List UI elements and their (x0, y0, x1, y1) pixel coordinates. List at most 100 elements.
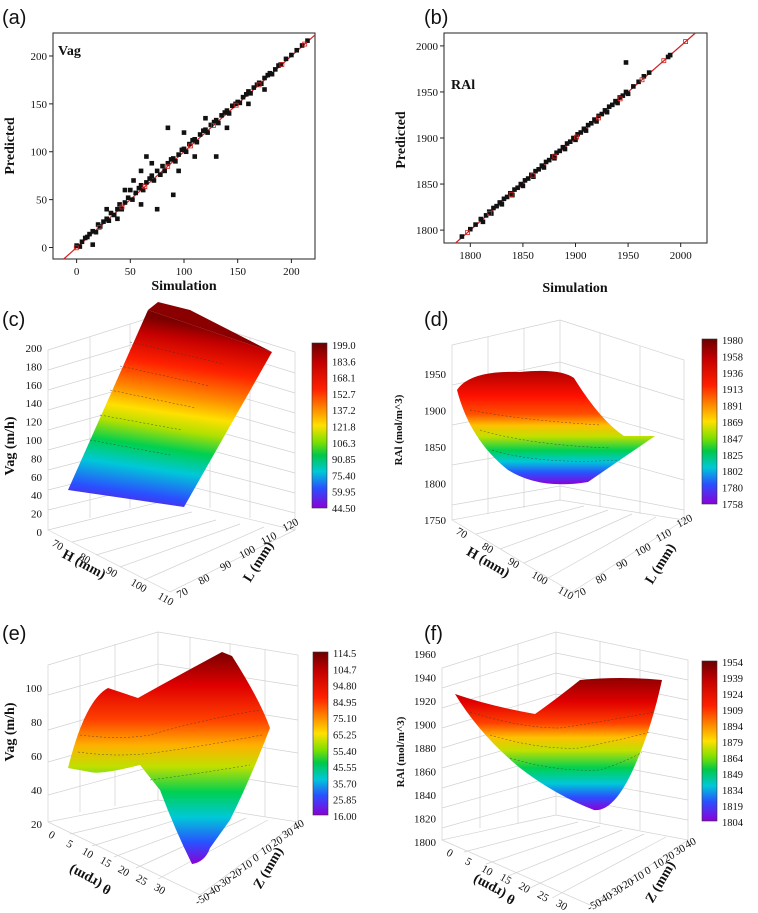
colorbar-tick-label: 114.5 (333, 649, 356, 660)
z-tick-label: 40 (31, 785, 43, 797)
data-point (491, 205, 496, 211)
colorbar-tick-label: 1825 (722, 451, 743, 462)
colorbar-tick-label: 1864 (722, 754, 744, 765)
data-point (93, 229, 99, 235)
colorbar-tick-label: 1909 (722, 706, 743, 717)
z-tick-label: 80 (31, 453, 43, 465)
z-ticks-d: 1750 1800 1850 1900 1950 (424, 369, 447, 527)
fit-marker (96, 225, 102, 230)
data-point (478, 216, 484, 222)
colorbar-tick-label: 1939 (722, 674, 743, 685)
data-point (192, 136, 198, 142)
data-point (151, 178, 157, 183)
data-point (237, 100, 243, 106)
data-point (604, 109, 610, 115)
y-tick-label: 80 (594, 571, 610, 587)
data-point (554, 150, 559, 156)
y-tick-label: 100 (633, 541, 654, 560)
data-point (262, 87, 267, 92)
data-point (170, 156, 176, 161)
x-tick-label: 0 (444, 847, 455, 860)
colorbar-tick-label: 90.85 (332, 455, 356, 466)
colorbar-tick-label: 137.2 (332, 406, 356, 417)
data-point (104, 206, 109, 212)
z-tick-label: 160 (26, 380, 43, 392)
colorbar-ticks-c: 199.0 183.6 168.1 152.7 137.2 121.8 106.3 90.85… (332, 341, 356, 515)
colorbar-tick-label: 44.50 (332, 504, 356, 515)
data-point (499, 202, 505, 207)
data-point (501, 196, 507, 202)
colorbar-tick-label: 121.8 (332, 423, 356, 434)
panel-label-b: (b) (424, 7, 448, 29)
data-point (269, 71, 275, 77)
x-tick-label: 1800 (459, 250, 482, 262)
data-point (512, 187, 517, 192)
z-axis-title-d: RAl (mol/m^3) (393, 394, 405, 465)
data-point (115, 206, 120, 212)
x-tick-label: 1850 (512, 250, 535, 262)
colorbar-tick-label: 1924 (722, 690, 744, 701)
data-point (248, 91, 253, 96)
fit-marker (617, 96, 623, 102)
z-tick-label: 1800 (424, 479, 447, 491)
data-point (90, 228, 96, 234)
panel-a: (a) 0 50 100 150 200 0 50 100 150 200 Vag Simula… (2, 7, 316, 294)
data-point (575, 132, 580, 137)
data-point (87, 231, 92, 237)
colorbar-e (312, 651, 329, 816)
y-tick-label: 1950 (416, 87, 439, 99)
data-point (154, 206, 160, 212)
z-tick-label: 140 (26, 398, 43, 410)
data-point (573, 137, 578, 143)
colorbar-tick-label: 1780 (722, 484, 743, 495)
y-tick-label: 150 (31, 99, 48, 111)
y-tick-label: 1850 (416, 179, 439, 191)
y-axis-title-e: Z (mm) (251, 845, 287, 892)
fit-marker (683, 39, 689, 44)
data-point (138, 168, 144, 174)
fit-marker (552, 153, 558, 159)
x-tick-label: 30 (152, 881, 168, 897)
x-tick-label: 110 (156, 590, 176, 609)
z-tick-label: 100 (26, 683, 43, 695)
data-point (251, 85, 257, 90)
colorbar-tick-label: 1954 (722, 658, 744, 669)
data-point (533, 168, 538, 174)
z-tick-label: 1920 (414, 696, 437, 708)
colorbar-f (701, 660, 718, 822)
z-tick-label: 1800 (414, 837, 437, 849)
y-tick-label: 100 (31, 147, 48, 159)
colorbar-tick-label: 94.80 (333, 682, 357, 693)
scatter-points-a (73, 38, 310, 251)
colorbar-tick-label: 1834 (722, 786, 744, 797)
x-tick-label: 70 (454, 525, 470, 541)
y-tick-label: 200 (31, 51, 48, 63)
colorbar-ticks-d: 1980 1958 1936 1913 1891 1869 1847 1825 1802 1780… (722, 336, 743, 511)
data-point (262, 75, 267, 81)
z-tick-label: 1940 (414, 673, 437, 685)
x-ticks-a: 0 50 100 150 200 (74, 259, 300, 278)
data-point (128, 187, 133, 193)
colorbar-tick-label: 55.40 (333, 747, 357, 758)
data-point (136, 185, 142, 191)
colorbar-tick-label: 65.25 (333, 731, 357, 742)
data-point (294, 47, 300, 53)
x-tick-label: 20 (116, 863, 132, 879)
y-tick-label: 90 (218, 558, 234, 574)
data-point (165, 160, 171, 166)
z-tick-label: 60 (31, 472, 43, 484)
data-point (641, 73, 647, 79)
data-point (246, 101, 251, 107)
data-point (203, 127, 208, 133)
y-tick-label: 70 (573, 585, 589, 601)
data-point (557, 148, 563, 154)
fit-marker (165, 163, 171, 169)
data-point (226, 111, 232, 116)
fit-marker (486, 211, 492, 216)
panel-b: (b) 1800 1850 1900 1950 2000 1800 1850 1900 195… (394, 7, 708, 296)
data-point (131, 178, 136, 183)
panel-c: (c) 0 20 40 60 80 100 120 140 160 180 200 70 80 90 10… (2, 302, 356, 609)
data-point (154, 168, 160, 174)
